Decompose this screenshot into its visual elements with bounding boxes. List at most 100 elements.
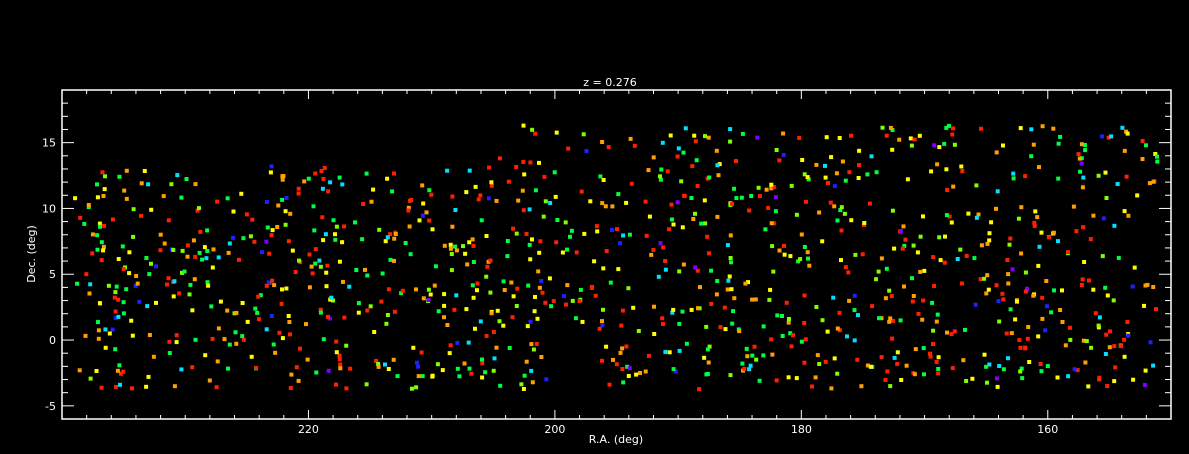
data-point	[525, 324, 530, 329]
data-point	[743, 281, 748, 286]
data-point	[116, 297, 121, 302]
data-point	[820, 318, 825, 323]
data-point	[281, 174, 286, 178]
data-point	[766, 205, 771, 210]
data-point	[843, 265, 848, 270]
data-point	[867, 201, 872, 206]
data-point	[342, 224, 347, 229]
data-point	[755, 135, 760, 140]
data-point	[538, 239, 543, 244]
data-point	[929, 169, 934, 174]
data-point	[979, 243, 984, 248]
data-point	[464, 307, 469, 312]
data-point	[626, 374, 631, 378]
data-point	[174, 333, 179, 338]
data-point	[322, 166, 327, 170]
data-point	[728, 373, 733, 378]
data-point	[600, 358, 604, 363]
data-point	[620, 346, 625, 351]
data-point	[1027, 360, 1032, 364]
data-point	[338, 366, 343, 371]
data-point	[747, 367, 752, 372]
data-point	[461, 244, 465, 249]
data-point	[931, 342, 935, 346]
data-point	[277, 330, 282, 335]
data-point	[90, 251, 95, 256]
data-point	[869, 154, 874, 159]
data-point	[121, 311, 126, 316]
data-point	[326, 189, 331, 194]
data-point	[669, 202, 674, 207]
data-point	[241, 236, 246, 241]
data-point	[480, 375, 485, 380]
data-point	[918, 269, 923, 274]
data-point	[890, 336, 895, 341]
data-point	[307, 285, 312, 290]
data-point	[932, 284, 937, 288]
data-point	[206, 283, 211, 288]
data-point	[797, 135, 802, 140]
data-point	[1006, 281, 1011, 286]
data-point	[244, 212, 249, 217]
data-point	[1036, 263, 1041, 268]
data-point	[385, 176, 390, 181]
data-point	[210, 336, 215, 341]
data-point	[205, 280, 210, 285]
data-point	[99, 385, 104, 390]
data-point	[117, 174, 122, 179]
data-point	[647, 214, 652, 219]
data-point	[318, 310, 323, 315]
data-point	[691, 217, 696, 221]
data-point	[187, 292, 192, 297]
data-point	[1111, 298, 1116, 303]
plot-frame	[61, 89, 1172, 420]
data-point	[732, 186, 736, 191]
data-point	[324, 270, 329, 275]
data-point	[757, 194, 762, 199]
data-point	[970, 376, 975, 381]
data-point	[750, 353, 755, 358]
data-point	[731, 309, 736, 314]
data-point	[638, 371, 642, 375]
data-point	[699, 221, 704, 226]
data-point	[511, 294, 516, 299]
x-tick-label: 180	[791, 423, 812, 436]
data-point	[318, 307, 323, 312]
data-point	[955, 257, 960, 261]
data-point	[96, 320, 100, 325]
data-point	[815, 353, 820, 358]
data-point	[643, 369, 648, 374]
data-point	[1019, 205, 1024, 210]
data-point	[185, 243, 190, 248]
data-point	[130, 386, 134, 391]
data-point	[530, 380, 535, 385]
data-point	[628, 136, 633, 141]
data-point	[172, 279, 177, 284]
data-point	[849, 133, 854, 138]
data-point	[728, 256, 733, 260]
data-point	[1051, 230, 1056, 235]
data-point	[565, 283, 570, 288]
data-point	[974, 183, 979, 188]
data-point	[485, 264, 490, 269]
data-point	[1082, 260, 1087, 264]
data-point	[624, 200, 629, 205]
data-point	[996, 299, 1001, 304]
data-point	[835, 371, 840, 376]
data-point	[592, 259, 597, 264]
data-point	[540, 290, 545, 295]
data-point	[497, 156, 502, 161]
data-point	[124, 168, 129, 173]
data-point	[658, 241, 663, 246]
data-point	[770, 352, 775, 357]
data-point	[734, 196, 739, 200]
data-point	[781, 152, 786, 157]
data-point	[1122, 354, 1127, 359]
data-point	[1056, 141, 1061, 146]
data-point	[116, 314, 121, 319]
data-point	[462, 361, 467, 366]
data-point	[467, 168, 472, 173]
data-point	[944, 167, 949, 172]
x-tick-label: 200	[544, 423, 565, 436]
data-point	[781, 131, 786, 136]
